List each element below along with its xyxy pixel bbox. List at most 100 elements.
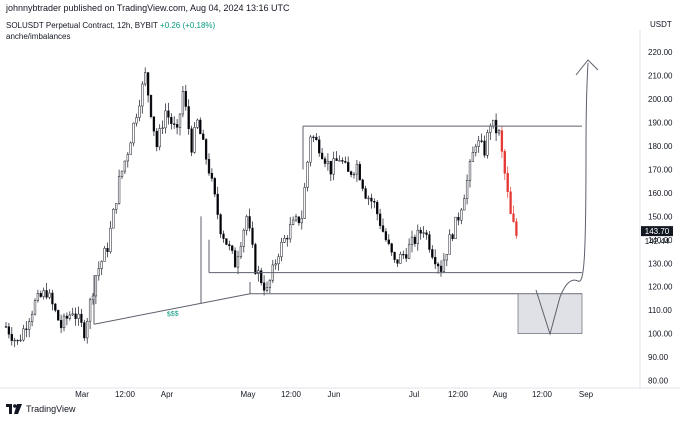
candle-body bbox=[436, 263, 440, 267]
candle-body bbox=[7, 326, 11, 335]
candle-body bbox=[399, 253, 402, 264]
candle-body bbox=[175, 124, 179, 128]
candle-body bbox=[439, 265, 443, 272]
y-tick-label: 80.00 bbox=[648, 377, 669, 386]
candle-body bbox=[329, 160, 332, 175]
candle-body bbox=[204, 139, 208, 160]
candle-body bbox=[161, 127, 164, 129]
candle-body bbox=[28, 321, 31, 330]
publisher-line: johnnybtrader published on TradingView.c… bbox=[6, 3, 290, 13]
candle-body bbox=[341, 160, 344, 162]
candle-body bbox=[291, 219, 295, 225]
candle-body bbox=[265, 287, 269, 291]
candle-body bbox=[367, 197, 370, 200]
candle-body bbox=[442, 259, 446, 272]
candle-body bbox=[251, 227, 254, 245]
candle-body bbox=[358, 164, 361, 181]
candle-body bbox=[303, 187, 306, 219]
y-tick-label: 220.00 bbox=[648, 48, 673, 57]
x-tick-label: Mar bbox=[75, 390, 89, 399]
symbol-label[interactable]: SOLUSDT Perpetual Contract, 12h, BYBIT bbox=[6, 21, 158, 30]
x-tick-label: 12:00 bbox=[115, 390, 136, 399]
candle-body bbox=[190, 128, 193, 153]
candle-body bbox=[216, 193, 219, 215]
candle-body bbox=[315, 136, 318, 141]
candle-body bbox=[10, 334, 13, 341]
y-tick-label: 180.00 bbox=[648, 142, 673, 151]
candle-body bbox=[199, 119, 202, 135]
candle-body bbox=[489, 125, 492, 133]
candle-body bbox=[57, 310, 60, 321]
candle-body bbox=[344, 161, 347, 163]
candle-body bbox=[225, 238, 228, 245]
candle-body bbox=[242, 230, 245, 247]
x-tick-label: 12:00 bbox=[281, 390, 302, 399]
price-change: +0.26 (+0.18%) bbox=[160, 21, 216, 30]
candle-body bbox=[309, 136, 312, 163]
candle-body bbox=[48, 292, 51, 298]
candle-body bbox=[378, 213, 382, 226]
candle-body bbox=[268, 279, 272, 288]
candle-body bbox=[393, 251, 396, 260]
last-price-value: 143.70 bbox=[645, 227, 670, 236]
candle-body bbox=[500, 130, 504, 152]
candle-body bbox=[320, 152, 324, 160]
candle-body bbox=[274, 263, 277, 266]
candle-body bbox=[347, 162, 350, 172]
candle-body bbox=[123, 160, 127, 172]
candle-body bbox=[86, 320, 89, 339]
candle-body bbox=[13, 339, 16, 342]
candle-body bbox=[294, 216, 298, 221]
candle-body bbox=[384, 231, 388, 241]
candle-body bbox=[465, 180, 469, 199]
candle-body bbox=[364, 188, 367, 199]
candle-body bbox=[117, 176, 121, 204]
candle-body bbox=[410, 236, 414, 246]
candle-body bbox=[503, 151, 506, 174]
candle-body bbox=[468, 161, 472, 181]
trend-line[interactable] bbox=[93, 293, 251, 325]
candle-body bbox=[483, 140, 486, 156]
footer-brand: TradingView bbox=[26, 404, 76, 414]
candle-body bbox=[106, 248, 109, 252]
candle-body bbox=[138, 105, 141, 118]
candle-body bbox=[120, 170, 124, 177]
candle-body bbox=[457, 216, 460, 221]
projection-path[interactable] bbox=[535, 62, 589, 336]
candle-body bbox=[36, 293, 40, 301]
candle-body bbox=[173, 123, 176, 125]
candle-body bbox=[492, 119, 495, 127]
candle-body bbox=[431, 249, 434, 258]
candle-body bbox=[312, 136, 315, 139]
y-tick-label: 150.00 bbox=[648, 212, 673, 221]
tradingview-logo-icon bbox=[6, 404, 22, 414]
candle-body bbox=[167, 110, 170, 118]
candle-body bbox=[219, 214, 222, 235]
candle-body bbox=[297, 216, 301, 224]
x-tick-label: 12:00 bbox=[532, 390, 553, 399]
candle-body bbox=[335, 158, 338, 161]
candle-body bbox=[42, 290, 45, 297]
y-tick-label: 90.00 bbox=[648, 353, 669, 362]
candle-body bbox=[184, 91, 187, 107]
y-tick-label: 200.00 bbox=[648, 95, 673, 104]
imbalance-zone[interactable] bbox=[517, 293, 583, 334]
candle-body bbox=[193, 127, 196, 153]
candle-body bbox=[109, 227, 112, 252]
x-tick-label: May bbox=[240, 390, 255, 399]
candle-body bbox=[170, 117, 173, 124]
candles bbox=[4, 67, 518, 348]
candle-body bbox=[306, 161, 309, 188]
chart-legend: SOLUSDT Perpetual Contract, 12h, BYBIT +… bbox=[6, 20, 215, 42]
y-tick-label: 120.00 bbox=[648, 283, 673, 292]
candle-body bbox=[474, 146, 477, 153]
indicator-label[interactable]: anche/imbalances bbox=[6, 32, 71, 41]
candle-body bbox=[164, 110, 167, 129]
candle-body bbox=[94, 275, 98, 297]
candle-body bbox=[486, 132, 489, 156]
candle-body bbox=[187, 106, 190, 130]
candle-body bbox=[405, 254, 408, 259]
candle-body bbox=[152, 116, 156, 132]
footer: TradingView bbox=[6, 404, 76, 414]
